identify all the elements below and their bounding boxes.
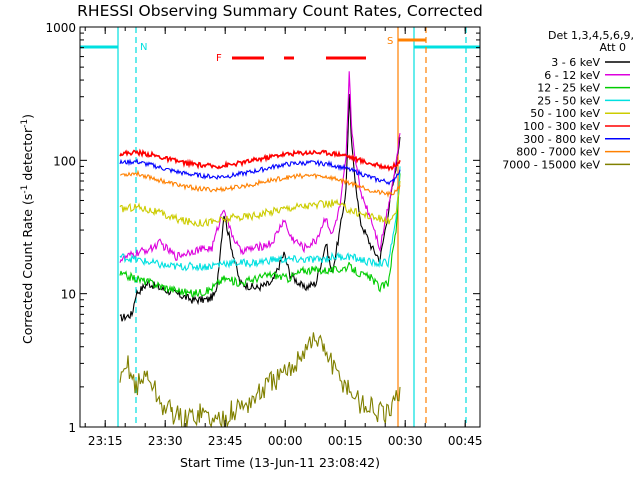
legend-label-7: 800 - 7000 keV <box>516 146 600 159</box>
legend-label-8: 7000 - 15000 keV <box>502 158 600 171</box>
legend-label-5: 100 - 300 keV <box>523 120 600 133</box>
legend-title-attenuator: Att 0 <box>600 41 626 54</box>
x-tick-label-6: 00:45 <box>448 434 483 448</box>
series-line-6 <box>119 158 401 186</box>
legend-label-0: 3 - 6 keV <box>551 56 600 69</box>
plot-frame <box>79 26 481 428</box>
series-line-7 <box>119 169 401 198</box>
y-label-sup-1: -1 <box>20 185 30 194</box>
annotation-label-s: S <box>387 36 393 47</box>
annotation-label-f: F <box>216 53 222 64</box>
x-tick-label-5: 00:30 <box>388 434 423 448</box>
series-line-8 <box>119 332 401 429</box>
chart-title: RHESSI Observing Summary Count Rates, Co… <box>77 2 483 20</box>
legend-label-4: 50 - 100 keV <box>530 107 600 120</box>
x-tick-label-1: 23:30 <box>148 434 183 448</box>
x-tick-label-2: 23:45 <box>208 434 243 448</box>
y-tick-label-3: 1000 <box>45 21 76 35</box>
series-line-1 <box>119 71 401 263</box>
legend-label-6: 300 - 800 keV <box>523 133 600 146</box>
y-tick-label-1: 10 <box>61 288 76 302</box>
y-label-part-2: detector <box>20 127 35 185</box>
legend-label-1: 6 - 12 keV <box>544 69 600 82</box>
series-line-0 <box>119 93 401 322</box>
x-axis-label: Start Time (13-Jun-11 23:08:42) <box>180 455 380 470</box>
legend-label-2: 12 - 25 keV <box>537 82 600 95</box>
annotation-label-n: N <box>140 42 147 53</box>
series-line-3 <box>119 166 401 272</box>
svg-text:Corrected Count Rate (s-1 dete: Corrected Count Rate (s-1 detector-1) <box>20 114 35 344</box>
series-line-4 <box>119 180 401 227</box>
y-tick-label-2: 100 <box>53 154 76 168</box>
x-tick-label-3: 00:00 <box>268 434 303 448</box>
y-tick-label-0: 1 <box>68 421 76 435</box>
y-label-part-3: ) <box>20 114 35 119</box>
series-line-2 <box>119 173 401 298</box>
y-axis-label: Corrected Count Rate (s-1 detector-1) <box>20 114 35 344</box>
legend-label-3: 25 - 50 keV <box>537 94 600 107</box>
y-label-sup-2: -1 <box>20 119 30 128</box>
x-tick-label-0: 23:15 <box>88 434 123 448</box>
legend-title-detectors: Det 1,3,4,5,6,9, <box>548 29 634 42</box>
x-tick-label-4: 00:15 <box>328 434 363 448</box>
series-line-5 <box>119 148 401 172</box>
y-label-part-1: Corrected Count Rate (s <box>20 194 35 344</box>
